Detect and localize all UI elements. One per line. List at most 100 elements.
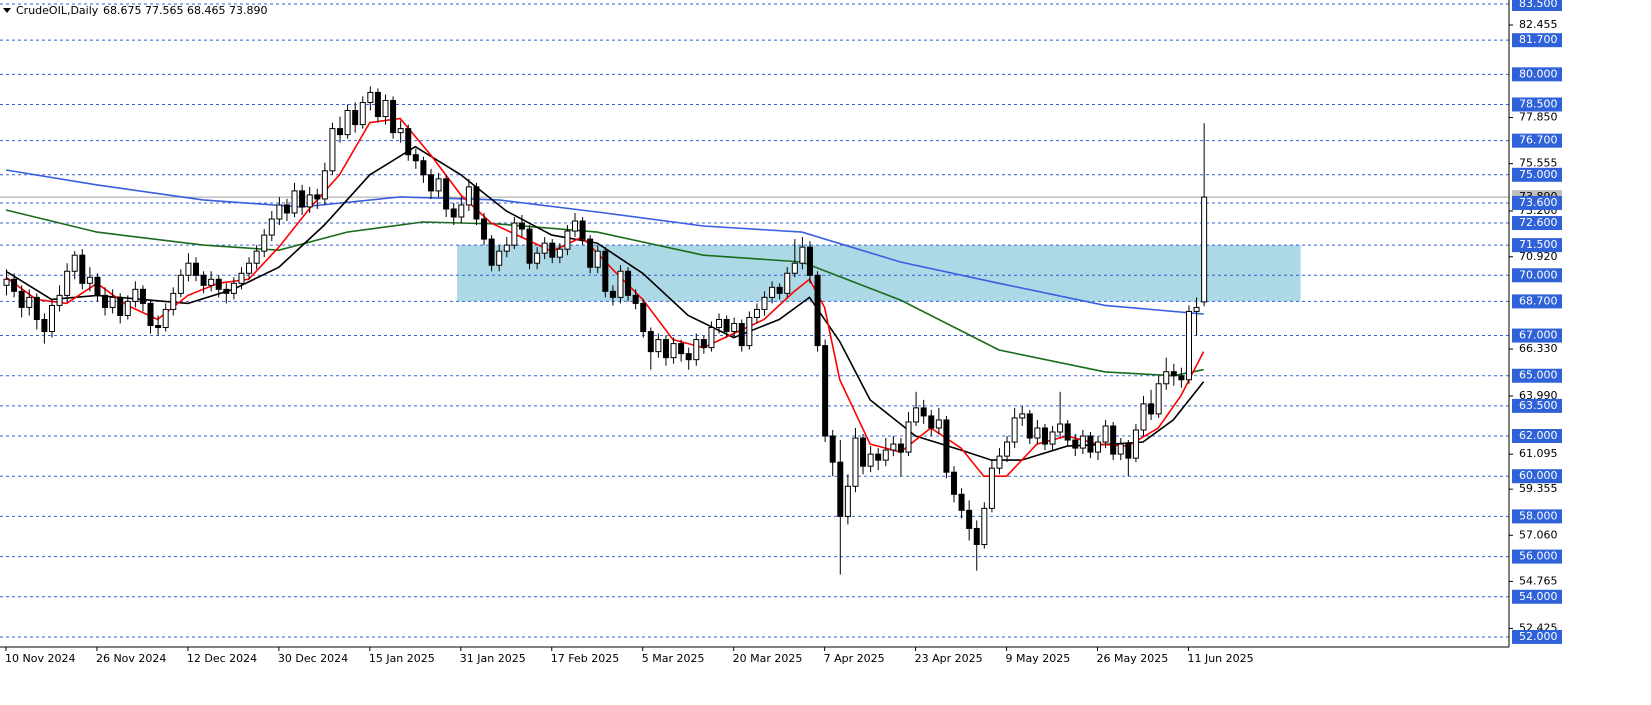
y-tick-label: 61.095 bbox=[1519, 447, 1558, 460]
candle-body bbox=[1019, 413, 1026, 419]
menu-arrow[interactable] bbox=[3, 8, 11, 13]
candle-body bbox=[951, 471, 957, 495]
candle-body bbox=[1170, 371, 1177, 377]
candle-body bbox=[1117, 443, 1124, 455]
level-label: 80.000 bbox=[1519, 67, 1558, 80]
level-label: 81.700 bbox=[1519, 33, 1558, 46]
candle-body bbox=[223, 288, 230, 294]
candle-body bbox=[147, 302, 154, 327]
candle-body bbox=[913, 407, 920, 423]
candle-body bbox=[1163, 371, 1170, 385]
x-tick-label: 30 Dec 2024 bbox=[278, 652, 348, 665]
candle-body bbox=[283, 204, 290, 214]
level-label: 75.000 bbox=[1519, 168, 1558, 181]
moving-average bbox=[5, 209, 1204, 377]
y-tick-label: 77.850 bbox=[1519, 111, 1558, 124]
axis-labels: 82.45577.85075.55573.20070.92066.33063.9… bbox=[5, 0, 1562, 665]
candle-body bbox=[996, 455, 1003, 469]
candle-body bbox=[253, 250, 260, 264]
candle-body bbox=[306, 194, 313, 208]
candle-body bbox=[602, 250, 609, 292]
candle-body bbox=[1155, 383, 1162, 415]
moving-average bbox=[5, 169, 1204, 315]
level-box bbox=[1512, 294, 1562, 309]
candle-body bbox=[814, 274, 821, 347]
level-label: 76.700 bbox=[1519, 134, 1558, 147]
candle-body bbox=[41, 318, 48, 333]
candle-body bbox=[753, 308, 760, 318]
candle-body bbox=[541, 242, 548, 254]
candle-body bbox=[1140, 403, 1147, 431]
candle-body bbox=[617, 270, 624, 298]
candle-body bbox=[572, 220, 578, 232]
candle-body bbox=[488, 238, 495, 266]
level-box bbox=[1512, 133, 1562, 148]
candle-body bbox=[822, 345, 829, 437]
x-tick-label: 9 May 2025 bbox=[1006, 652, 1071, 665]
level-box bbox=[1512, 398, 1562, 413]
candle-body bbox=[769, 286, 776, 298]
level-box bbox=[1512, 195, 1562, 210]
candle-body bbox=[185, 262, 192, 276]
candle-body bbox=[852, 437, 859, 487]
candle-body bbox=[958, 493, 965, 511]
candle-body bbox=[314, 194, 321, 200]
x-tick-label: 20 Mar 2025 bbox=[733, 652, 803, 665]
level-box bbox=[1512, 629, 1562, 644]
candle-body bbox=[564, 230, 571, 250]
candle-body bbox=[420, 160, 427, 176]
y-tick-label: 75.555 bbox=[1519, 157, 1558, 170]
level-label: 52.000 bbox=[1519, 630, 1558, 643]
candle-body bbox=[193, 262, 199, 276]
candle-body bbox=[1193, 306, 1200, 312]
candle-body bbox=[526, 228, 533, 264]
level-box bbox=[1512, 549, 1562, 564]
candle-body bbox=[806, 246, 813, 276]
level-box bbox=[1512, 328, 1562, 343]
candle-body bbox=[102, 294, 109, 308]
level-box bbox=[1512, 429, 1562, 444]
candle-body bbox=[337, 128, 344, 136]
candle-body bbox=[776, 286, 783, 294]
x-tick-label: 15 Jan 2025 bbox=[369, 652, 435, 665]
candle-body bbox=[443, 178, 450, 210]
candle-body bbox=[988, 467, 995, 509]
candle-body bbox=[791, 262, 798, 274]
x-tick-label: 23 Apr 2025 bbox=[915, 652, 983, 665]
chart-title: CrudeOIL,Daily bbox=[16, 4, 99, 17]
candle-body bbox=[427, 174, 434, 192]
candle-body bbox=[905, 421, 912, 453]
candle-body bbox=[238, 272, 245, 284]
x-tick-label: 17 Feb 2025 bbox=[551, 652, 619, 665]
candle-body bbox=[1132, 429, 1139, 459]
candle-body bbox=[435, 178, 442, 192]
zone bbox=[457, 245, 1301, 302]
level-box bbox=[1512, 268, 1562, 283]
candle-body bbox=[374, 91, 381, 118]
level-label: 56.000 bbox=[1519, 550, 1558, 563]
candle-body bbox=[875, 453, 882, 461]
candle-body bbox=[890, 443, 897, 451]
candle-body bbox=[700, 339, 707, 349]
moving-average bbox=[5, 145, 1205, 461]
candle-body bbox=[693, 339, 700, 361]
candle-body bbox=[640, 302, 647, 333]
candle-body bbox=[943, 419, 950, 473]
level-box bbox=[1512, 33, 1562, 48]
candle-body bbox=[64, 270, 71, 296]
candle-body bbox=[897, 443, 904, 453]
candle-body bbox=[1079, 435, 1086, 449]
candle-body bbox=[1072, 439, 1079, 449]
candle-body bbox=[291, 190, 298, 214]
close-label: 73.890 bbox=[229, 4, 268, 17]
candle-body bbox=[208, 278, 215, 286]
level-label: 62.000 bbox=[1519, 429, 1558, 442]
candle-body bbox=[670, 343, 677, 359]
candle-body bbox=[1110, 425, 1117, 455]
candle-body bbox=[155, 325, 162, 329]
candle-body bbox=[844, 485, 851, 517]
x-tick-label: 11 Jun 2025 bbox=[1187, 652, 1253, 665]
level-box bbox=[1512, 368, 1562, 383]
level-label: 63.500 bbox=[1519, 399, 1558, 412]
